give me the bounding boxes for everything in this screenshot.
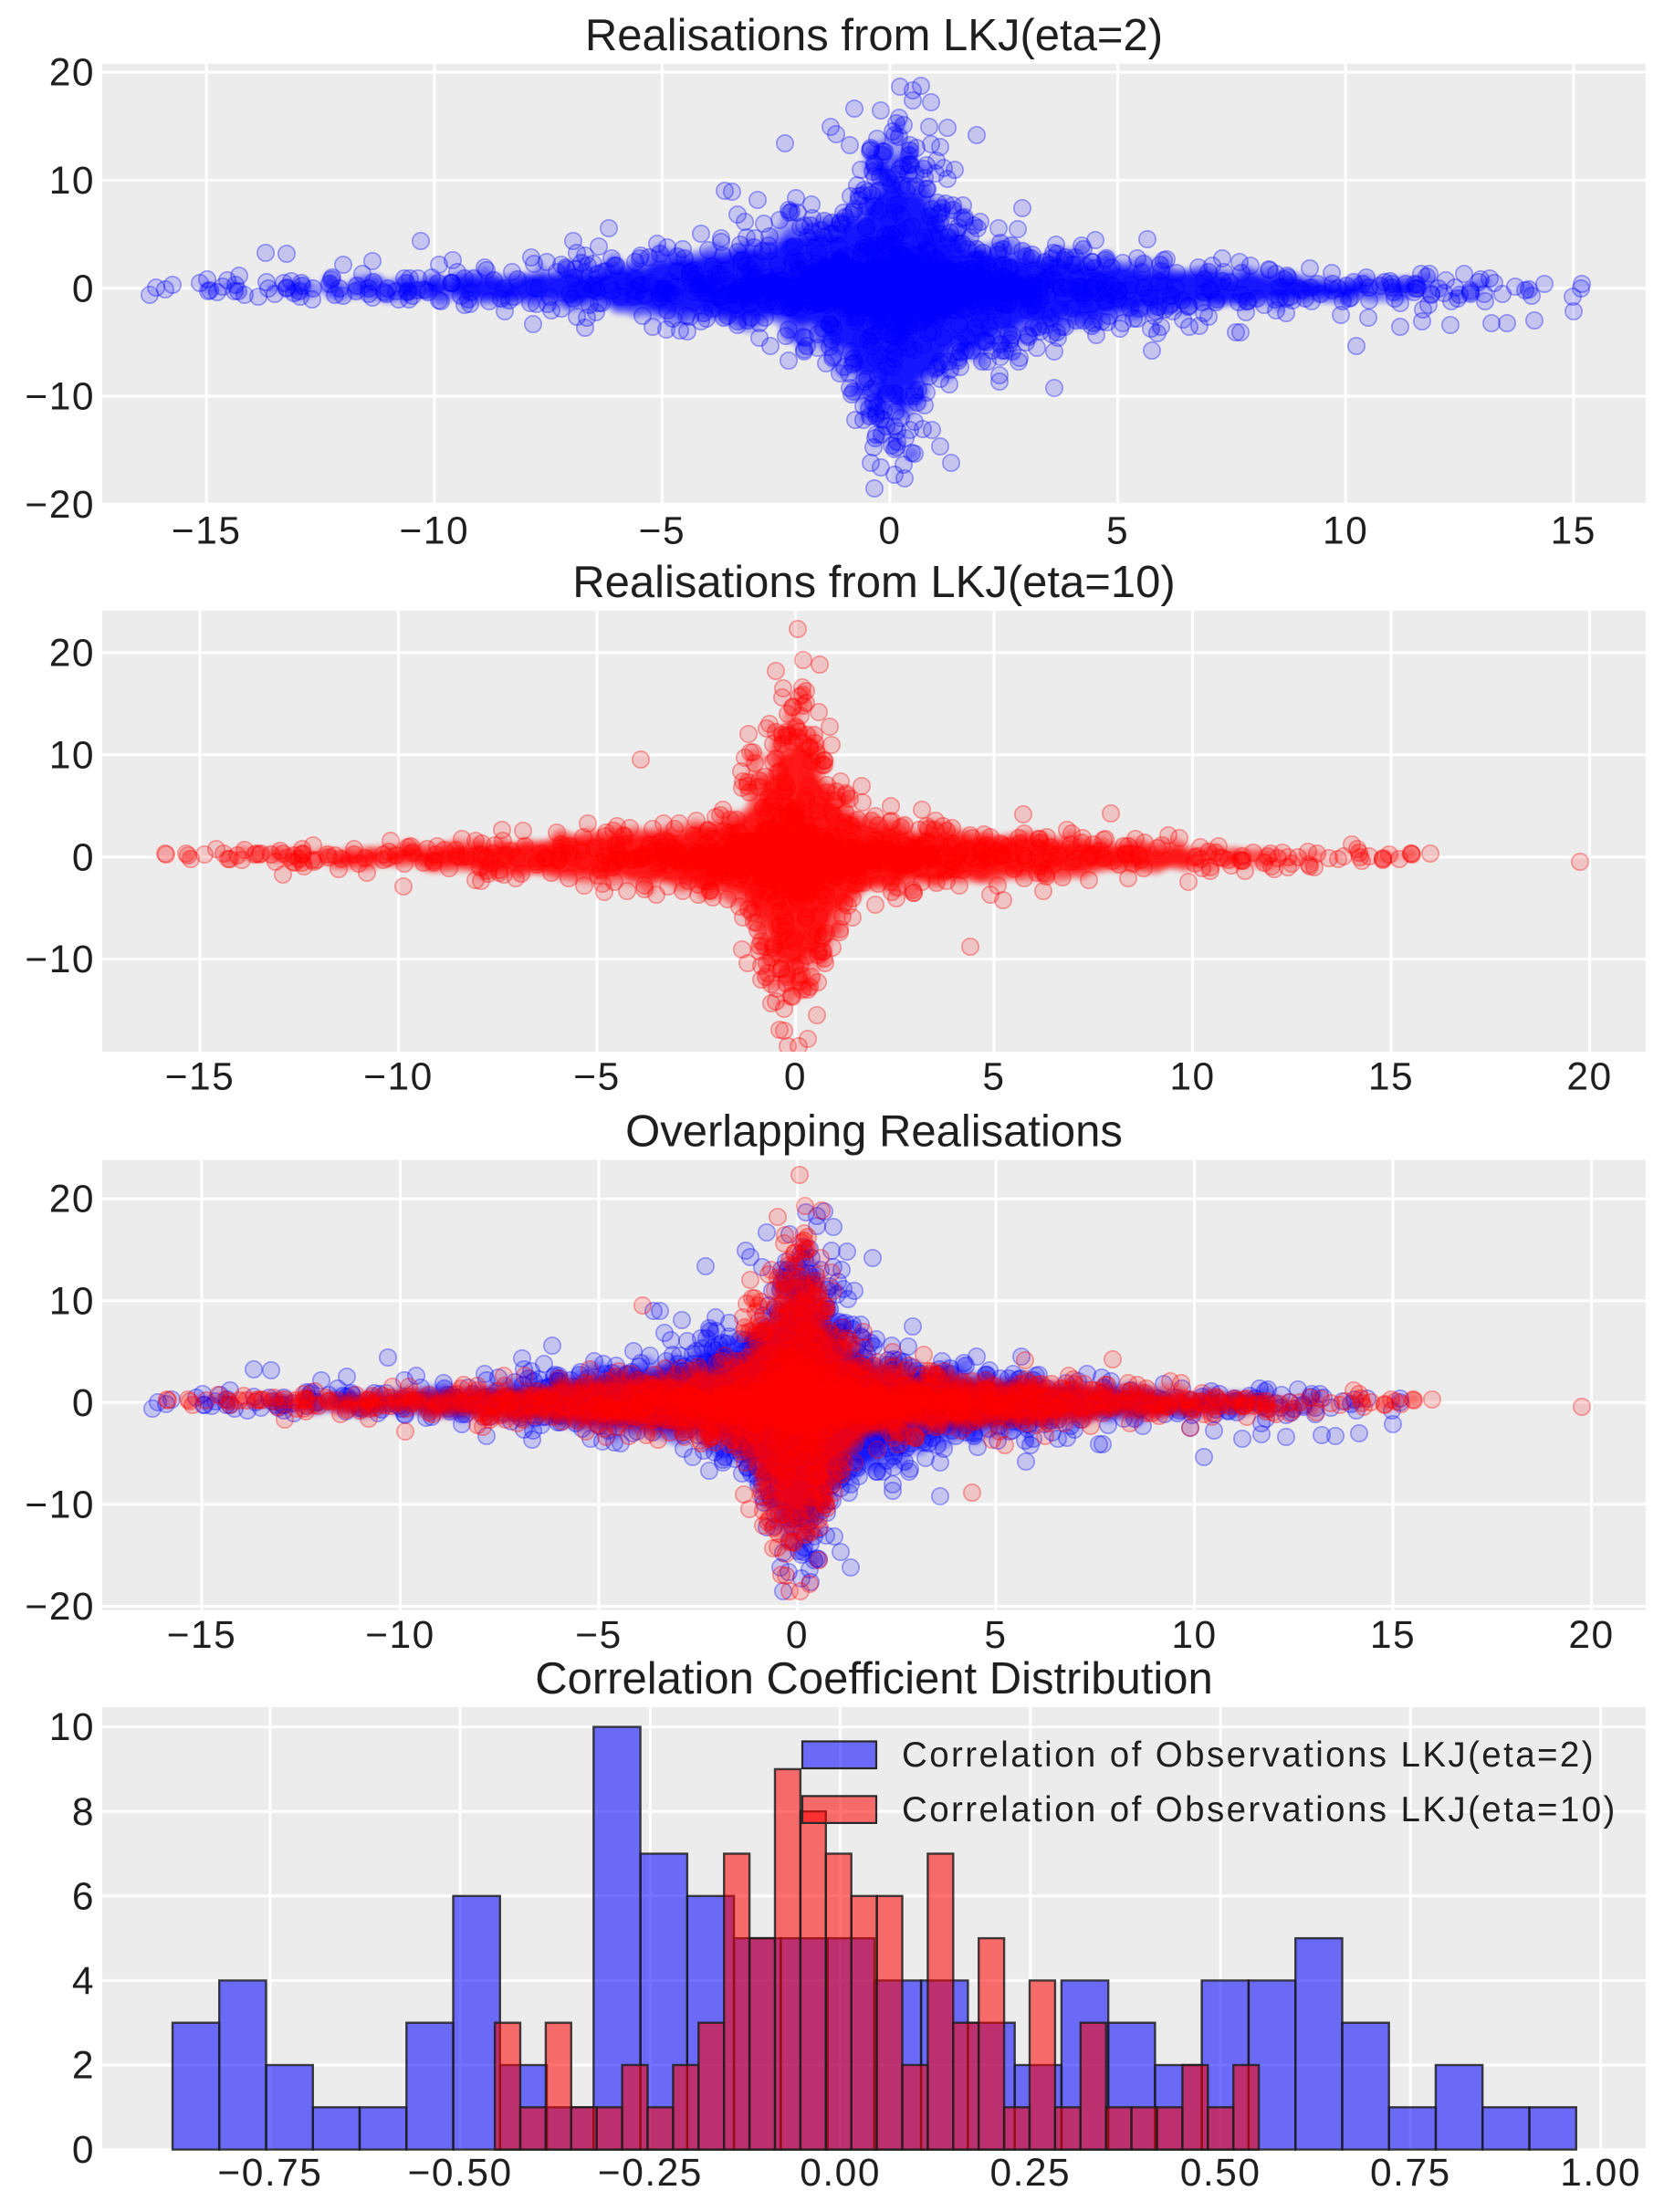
svg-text:−20: −20 xyxy=(25,484,95,527)
svg-text:0: 0 xyxy=(72,267,95,310)
svg-text:20: 20 xyxy=(49,633,95,676)
svg-text:5: 5 xyxy=(1106,509,1129,552)
svg-text:10: 10 xyxy=(49,160,95,203)
svg-text:0: 0 xyxy=(784,1055,807,1098)
svg-text:−15: −15 xyxy=(172,509,242,552)
svg-text:20: 20 xyxy=(1566,1055,1612,1098)
svg-text:20: 20 xyxy=(49,52,95,95)
svg-text:−10: −10 xyxy=(400,509,470,552)
svg-text:5: 5 xyxy=(982,1055,1005,1098)
svg-text:Realisations from LKJ(eta=2): Realisations from LKJ(eta=2) xyxy=(585,11,1163,60)
svg-text:−15: −15 xyxy=(165,1055,235,1098)
svg-text:−10: −10 xyxy=(25,376,95,419)
svg-text:Realisations from LKJ(eta=10): Realisations from LKJ(eta=10) xyxy=(572,558,1175,607)
svg-text:0: 0 xyxy=(878,509,901,552)
svg-text:10: 10 xyxy=(1169,1055,1215,1098)
svg-text:−5: −5 xyxy=(639,509,685,552)
svg-text:−10: −10 xyxy=(25,938,95,981)
svg-text:10: 10 xyxy=(1323,509,1368,552)
svg-text:15: 15 xyxy=(1551,509,1596,552)
svg-text:0: 0 xyxy=(72,836,95,879)
svg-text:−5: −5 xyxy=(573,1055,620,1098)
svg-text:15: 15 xyxy=(1368,1055,1414,1098)
svg-text:10: 10 xyxy=(49,734,95,777)
svg-text:−10: −10 xyxy=(363,1055,434,1098)
